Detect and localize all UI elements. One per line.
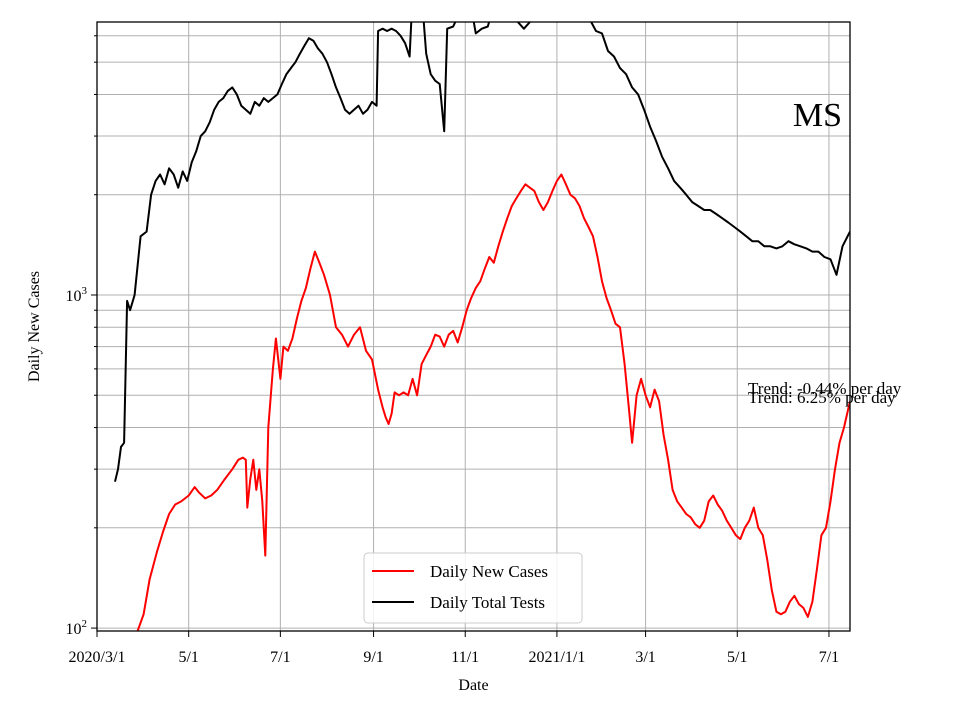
x-tick-label: 9/1	[363, 649, 383, 666]
state-label: MS	[793, 97, 842, 134]
x-axis-label: Date	[458, 677, 488, 694]
series-clip-group	[114, 22, 850, 631]
trend-annotation: Trend: 6.25% per day	[748, 388, 896, 407]
series-line-daily-new-cases	[136, 173, 850, 631]
x-tick-label: 2021/1/1	[528, 649, 585, 666]
y-tick-label: 103	[66, 285, 88, 305]
axis-labels: 2020/3/1 5/1 7/1 9/1 11/1 2021/1/1 3/1 5/1 7/1 10…	[26, 97, 842, 694]
ticks	[91, 35, 830, 637]
y-tick-label: 102	[66, 618, 88, 638]
series-line-daily-total-tests	[114, 22, 850, 482]
x-tick-label: 3/1	[635, 649, 655, 666]
legend: Daily New Cases Daily Total Tests	[363, 552, 583, 624]
x-tick-label: 7/1	[819, 649, 839, 666]
x-tick-label: 7/1	[270, 649, 290, 666]
x-tick-label: 2020/3/1	[69, 649, 126, 666]
y-axis-label: Daily New Cases	[26, 271, 43, 382]
legend-label: Daily New Cases	[430, 562, 548, 581]
series-layer	[114, 22, 850, 631]
legend-box	[363, 552, 583, 624]
x-tick-label: 11/1	[451, 649, 479, 666]
trend-annotation: Trend: -0.44% per day	[748, 379, 902, 398]
x-tick-label: 5/1	[727, 649, 747, 666]
legend-label: Daily Total Tests	[430, 593, 545, 612]
x-tick-label: 5/1	[178, 649, 198, 666]
plot-frame	[96, 21, 851, 632]
